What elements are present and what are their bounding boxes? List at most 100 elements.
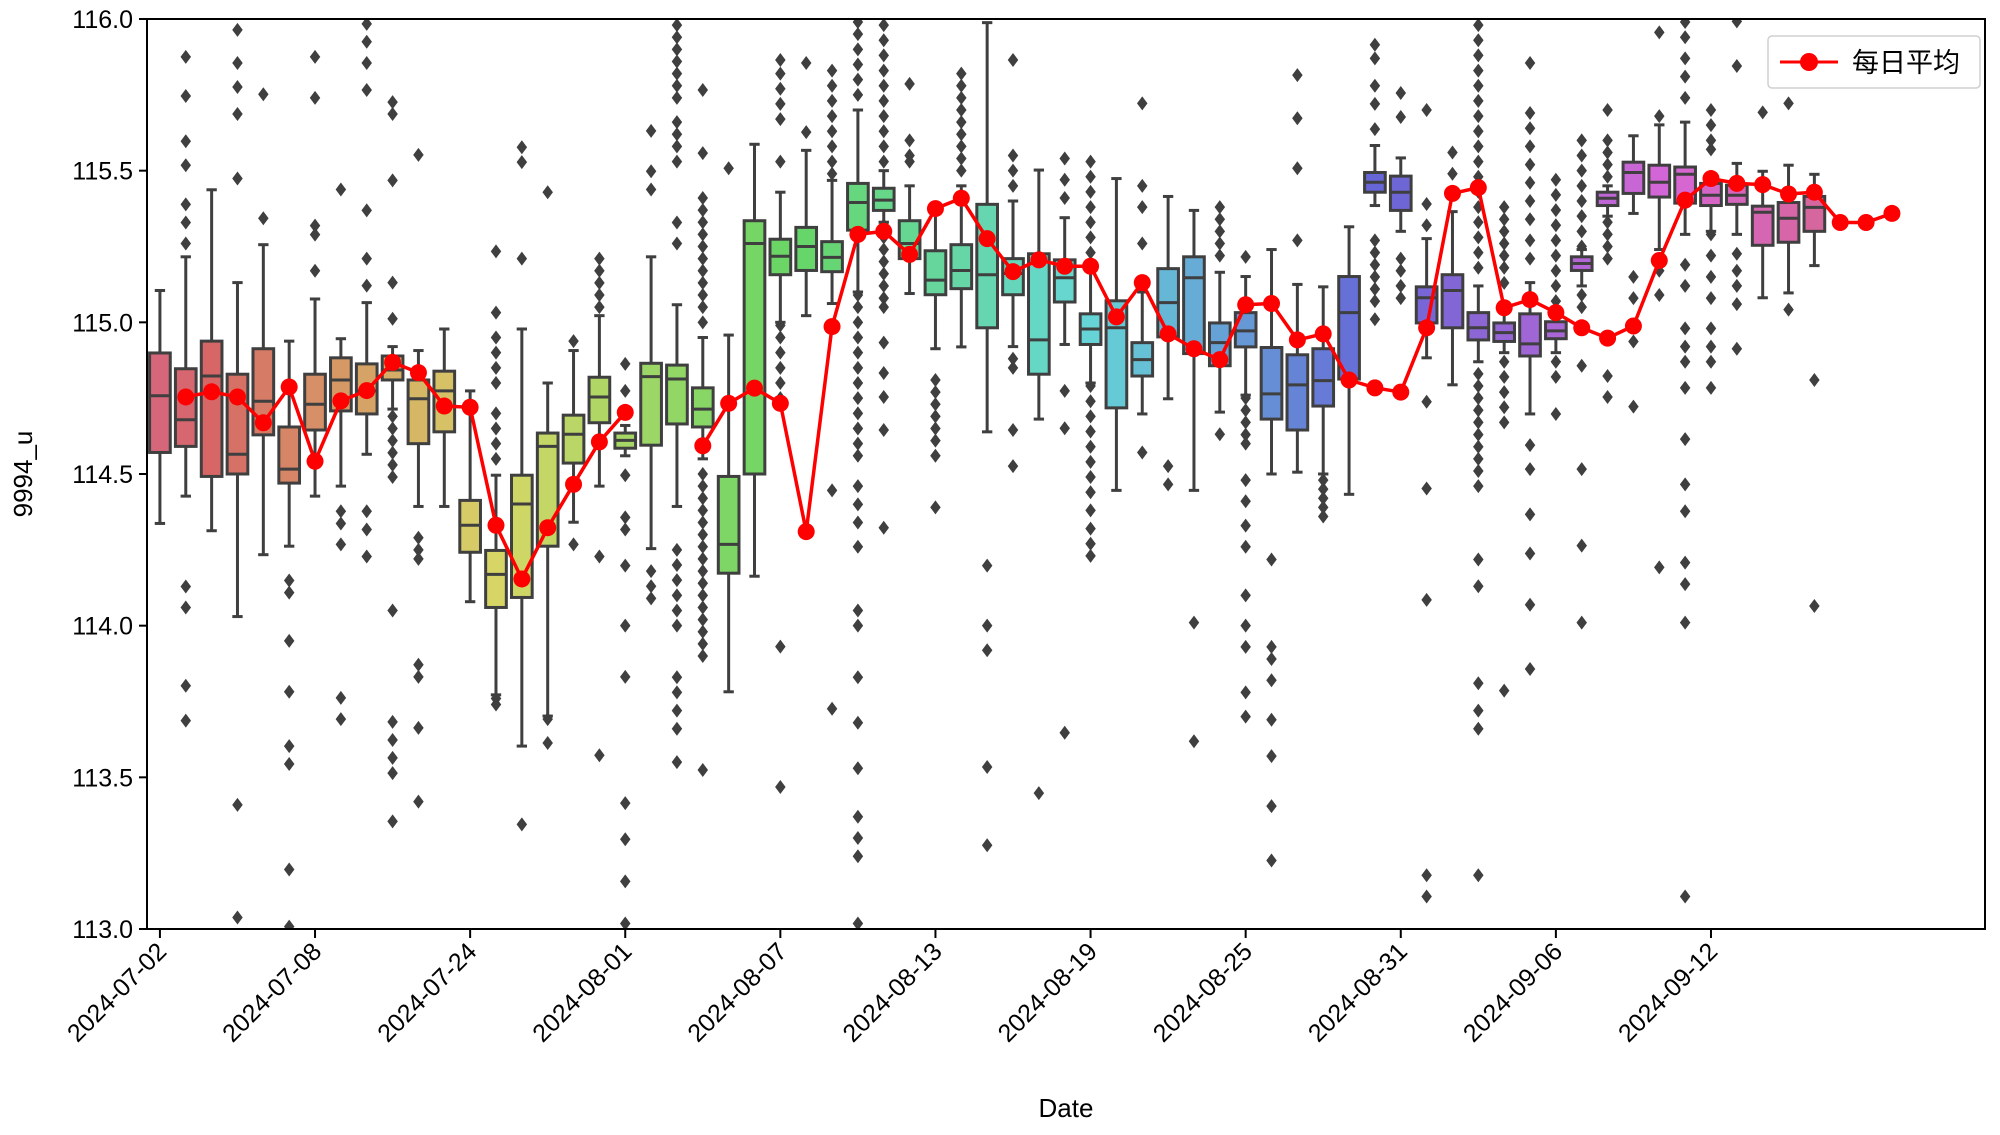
- x-tick-label: 2024-09-06: [1458, 937, 1568, 1047]
- mean-point: [1805, 183, 1823, 201]
- outlier-point: [1705, 291, 1717, 306]
- outlier-point: [1137, 178, 1148, 193]
- outlier-point: [1576, 462, 1587, 477]
- outlier-point: [232, 171, 243, 186]
- outlier-point: [413, 669, 424, 684]
- outlier-point: [594, 288, 605, 303]
- box-group: [846, 19, 870, 929]
- box-group: [949, 66, 974, 349]
- outlier-point: [671, 703, 683, 718]
- outlier-point: [852, 515, 864, 530]
- mean-point: [720, 394, 738, 412]
- mean-point: [1599, 329, 1617, 347]
- mean-point: [849, 225, 867, 243]
- box-group: [1776, 96, 1801, 317]
- outlier-point: [1550, 263, 1562, 278]
- outlier-point: [1576, 148, 1587, 163]
- mean-point: [590, 433, 608, 451]
- box-group: [665, 19, 689, 770]
- outlier-point: [1317, 509, 1329, 524]
- mean-point: [616, 403, 634, 421]
- box: [1182, 255, 1206, 356]
- outlier-point: [1085, 454, 1096, 469]
- outlier-point: [542, 185, 553, 200]
- outlier-point: [852, 421, 864, 436]
- mean-point: [1004, 263, 1022, 281]
- outlier-point: [878, 109, 890, 124]
- mean-point: [1573, 319, 1591, 337]
- outlier-point: [1654, 109, 1665, 124]
- outlier-point: [1240, 618, 1251, 633]
- outlier-point: [1524, 55, 1536, 70]
- box-group: [975, 21, 999, 853]
- outlier-point: [697, 251, 709, 266]
- box: [949, 243, 974, 291]
- box-group: [1647, 25, 1672, 575]
- outlier-point: [1628, 291, 1639, 306]
- outlier-point: [697, 263, 709, 278]
- x-tick-label: 2024-09-12: [1613, 937, 1723, 1047]
- box-group: [380, 95, 405, 829]
- outlier-point: [1369, 233, 1381, 248]
- outlier-point: [930, 409, 941, 424]
- outlier-point: [1473, 379, 1484, 394]
- outlier-point: [1085, 245, 1096, 260]
- box: [1259, 346, 1284, 421]
- box: [1518, 312, 1542, 358]
- outlier-point: [1473, 463, 1484, 478]
- outlier-point: [1576, 163, 1587, 178]
- box-group: [1259, 248, 1284, 868]
- outlier-point: [1059, 421, 1070, 436]
- outlier-point: [671, 603, 683, 618]
- x-tick-label: 2024-08-31: [1303, 937, 1413, 1047]
- outlier-point: [387, 409, 398, 424]
- outlier-point: [361, 251, 372, 266]
- outlier-point: [1576, 239, 1587, 254]
- outlier-point: [619, 356, 631, 371]
- outlier-point: [1576, 224, 1587, 239]
- outlier-point: [1240, 391, 1251, 406]
- outlier-point: [1576, 615, 1587, 630]
- outlier-point: [1498, 415, 1510, 430]
- outlier-point: [1705, 269, 1717, 284]
- outlier-point: [516, 817, 528, 832]
- outlier-point: [1007, 178, 1019, 193]
- outlier-point: [1602, 227, 1613, 242]
- outlier-point: [1007, 351, 1019, 366]
- outlier-point: [1473, 427, 1484, 442]
- outlier-point: [697, 275, 709, 290]
- box-group: [1337, 225, 1361, 496]
- outlier-point: [1292, 233, 1303, 248]
- mean-point: [435, 397, 453, 415]
- box-group: [1388, 86, 1413, 306]
- outlier-point: [800, 55, 812, 70]
- outlier-point: [1137, 236, 1148, 251]
- outlier-point: [671, 127, 683, 142]
- outlier-point: [1240, 539, 1251, 554]
- outlier-point: [671, 42, 683, 57]
- outlier-point: [1240, 685, 1251, 700]
- outlier-point: [180, 134, 192, 149]
- outlier-point: [1473, 33, 1484, 48]
- legend-marker-swatch: [1800, 53, 1818, 71]
- outlier-point: [283, 585, 295, 600]
- outlier-point: [387, 750, 398, 765]
- y-tick-label: 113.0: [72, 916, 133, 944]
- outlier-point: [258, 87, 269, 102]
- outlier-point: [697, 600, 709, 615]
- outlier-point: [335, 516, 347, 531]
- box: [1621, 160, 1646, 195]
- outlier-point: [671, 558, 683, 572]
- outlier-point: [1654, 560, 1665, 575]
- outlier-point: [697, 146, 709, 161]
- outlier-point: [594, 275, 605, 290]
- outlier-point: [1679, 354, 1691, 369]
- outlier-point: [775, 376, 786, 390]
- outlier-point: [232, 79, 243, 94]
- outlier-point: [697, 636, 709, 651]
- outlier-point: [1473, 93, 1484, 108]
- box-group: [509, 140, 534, 832]
- box-group: [1285, 68, 1310, 474]
- mean-point: [1159, 325, 1177, 343]
- outlier-point: [852, 376, 864, 390]
